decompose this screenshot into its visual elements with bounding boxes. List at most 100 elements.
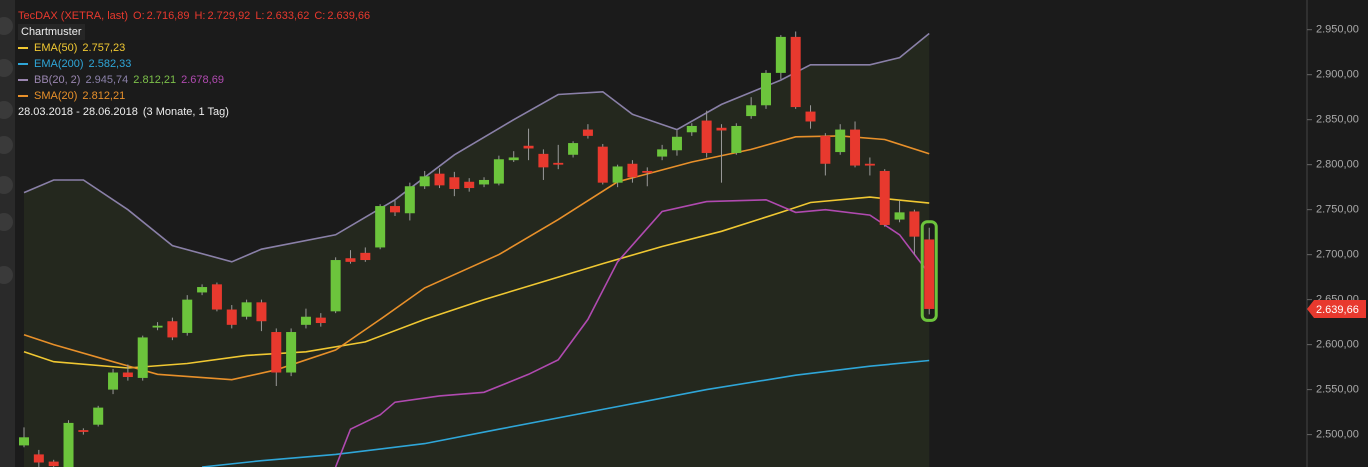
candle-body — [315, 317, 326, 324]
pattern-label: Chartmuster — [18, 24, 85, 40]
candle-body — [211, 284, 222, 310]
legend-row: Chartmuster — [18, 24, 375, 40]
candle-body — [137, 337, 148, 378]
tool-button[interactable] — [0, 213, 13, 231]
candle-body — [300, 316, 311, 325]
y-tick-label: 2.850,00 — [1316, 114, 1359, 126]
tool-button[interactable] — [0, 59, 13, 77]
y-tick-label: 2.700,00 — [1316, 249, 1359, 261]
candle-body — [330, 260, 341, 312]
legend-row: EMA(50) 2.757,23 — [18, 40, 375, 56]
candle-body — [716, 127, 727, 131]
candle-body — [508, 157, 519, 161]
tool-button[interactable] — [0, 266, 13, 284]
candle-body — [167, 321, 178, 338]
legend-name: SMA(20) — [34, 90, 78, 102]
candle-body — [612, 166, 623, 183]
bollinger-band — [334, 198, 930, 467]
date-range: 28.03.2018 - 28.06.2018 — [18, 106, 138, 118]
ohlc-key: C: — [314, 10, 326, 22]
candle-body — [226, 309, 237, 325]
y-tick-label: 2.600,00 — [1316, 339, 1359, 351]
candle-body — [464, 181, 475, 189]
candle-body — [345, 258, 356, 262]
legend-swatch — [18, 95, 28, 97]
tool-button[interactable] — [0, 176, 13, 194]
instrument-name: TecDAX (XETRA, last) — [18, 10, 129, 22]
candle-body — [553, 162, 564, 165]
candle-body — [775, 36, 786, 73]
legend-value: 2.812,21 — [133, 74, 177, 86]
candle-body — [686, 125, 697, 133]
candle-body — [671, 136, 682, 151]
ohlc-key: O: — [133, 10, 145, 22]
candle-body — [271, 332, 282, 373]
indicator-line — [202, 359, 930, 467]
legend-row: 28.03.2018 - 28.06.2018 (3 Monate, 1 Tag) — [18, 104, 375, 120]
candle-body — [19, 437, 29, 446]
candle-body — [701, 120, 712, 153]
plot: 2.500,002.550,002.600,002.650,002.700,00… — [19, 24, 1366, 467]
legend-name: EMA(50) — [34, 42, 78, 54]
ohlc-value: 2.639,66 — [327, 10, 371, 22]
candle-body — [538, 153, 549, 168]
candle-body — [48, 461, 59, 467]
candle-body — [493, 159, 504, 184]
y-tick-label: 2.750,00 — [1316, 204, 1359, 216]
candle-body — [924, 239, 935, 309]
legend-value: 2.582,33 — [88, 58, 132, 70]
legend-row: SMA(20) 2.812,21 — [18, 88, 375, 104]
ohlc-key: H: — [194, 10, 206, 22]
candle-body — [582, 129, 593, 136]
legend: TecDAX (XETRA, last) O: 2.716,89 H: 2.729,92… — [18, 8, 375, 120]
candle-body — [390, 206, 400, 213]
ohlc-value: 2.633,62 — [266, 10, 310, 22]
candle-body — [805, 111, 816, 122]
y-tick-label: 2.800,00 — [1316, 159, 1359, 171]
tool-button[interactable] — [0, 17, 13, 35]
indicator-line — [23, 135, 930, 381]
y-tick-label: 2.900,00 — [1316, 69, 1359, 81]
candle-body — [375, 206, 386, 248]
candle-body — [627, 163, 638, 178]
candle-body — [568, 143, 579, 155]
candle-body — [286, 332, 297, 373]
candle-body — [642, 170, 653, 173]
candle-body — [404, 186, 415, 214]
legend-row: EMA(200) 2.582,33 — [18, 56, 375, 72]
legend-swatch — [18, 63, 28, 65]
candle-body — [835, 129, 846, 153]
ohlc-key: L: — [255, 10, 265, 22]
legend-value: 2.757,23 — [82, 42, 126, 54]
candle-body — [122, 372, 133, 378]
legend-row: TecDAX (XETRA, last) O: 2.716,89 H: 2.729,92… — [18, 8, 375, 24]
legend-name: EMA(200) — [34, 58, 84, 70]
candle-body — [182, 299, 193, 333]
candle-body — [434, 173, 445, 186]
tool-button[interactable] — [0, 136, 13, 154]
tool-button[interactable] — [0, 101, 13, 119]
candle-body — [449, 177, 460, 189]
candle-body — [63, 422, 74, 467]
candle-body — [761, 72, 771, 106]
price-tag — [1307, 299, 1366, 318]
candle-body — [850, 129, 861, 166]
indicator-line — [23, 196, 930, 369]
highlight — [920, 220, 938, 322]
candle-body — [790, 36, 801, 108]
candle-body — [657, 149, 668, 157]
y-tick-label: 2.550,00 — [1316, 384, 1359, 396]
period: (3 Monate, 1 Tag) — [142, 106, 229, 118]
candle-body — [523, 145, 534, 149]
candle-body — [152, 325, 163, 328]
legend-swatch — [18, 47, 28, 49]
y-tick-label: 2.500,00 — [1316, 429, 1359, 441]
candle-body — [909, 211, 920, 237]
candle-body — [894, 212, 905, 220]
legend-value: 2.812,21 — [82, 90, 126, 102]
candle-body — [746, 105, 757, 117]
legend-swatch — [18, 79, 28, 81]
y-tick-label: 2.950,00 — [1316, 24, 1359, 36]
